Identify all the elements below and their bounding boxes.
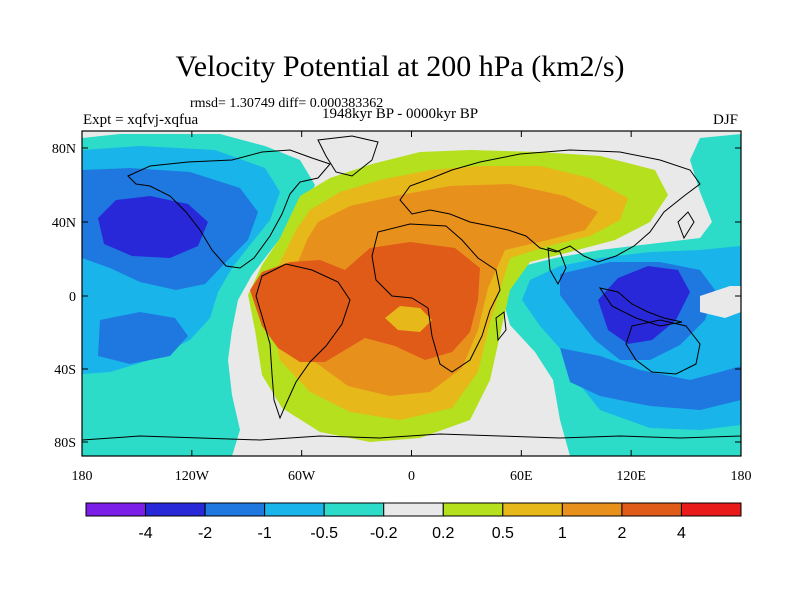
colorbar-label: 2 [617, 525, 626, 542]
period-text: 1948kyr BP - 0000kyr BP [322, 106, 479, 122]
lat-tick-label: 0 [69, 290, 76, 305]
lon-tick-label: 120E [616, 469, 646, 484]
contour-indian-south [560, 348, 741, 410]
colorbar-label: -4 [138, 525, 152, 542]
season-text: DJF [713, 112, 739, 128]
colorbar-swatch [502, 502, 563, 517]
coast-australia [625, 319, 701, 375]
map-title: Velocity Potential at 200 hPa (km2/s) [175, 50, 625, 83]
colorbar-swatch [264, 502, 325, 517]
coast-indonesia [598, 287, 683, 327]
colorbar-label: 1 [558, 525, 567, 542]
colorbar-swatch [621, 502, 682, 517]
stats-text: rmsd= 1.30749 diff= 0.000383362 [190, 96, 384, 111]
colorbar-label: -0.2 [370, 525, 398, 542]
colorbar-swatch [383, 502, 444, 517]
lat-tick-label: 80S [54, 436, 76, 451]
contour-positive-2 [250, 242, 480, 362]
coast-north-america [127, 149, 331, 269]
colorbar-label: 0.5 [492, 525, 514, 542]
lat-tick-label: 80N [52, 142, 76, 157]
lon-tick-label: 120W [175, 469, 210, 484]
colorbar-swatch [204, 502, 266, 517]
colorbar-label: -2 [198, 525, 212, 542]
lon-tick-label: 0 [408, 469, 415, 484]
contour-east-pacific-zero [700, 286, 741, 318]
contour-pacific-min [98, 196, 208, 258]
colorbar-swatch [680, 502, 742, 517]
lat-tick-label: 40S [54, 363, 76, 378]
colorbar-swatch [442, 502, 504, 517]
axis-ticks [81, 131, 742, 456]
lon-tick-label: 60W [288, 469, 316, 484]
coast-africa [371, 223, 501, 373]
colorbar-label: 4 [677, 525, 686, 542]
lon-tick-label: 180 [72, 469, 93, 484]
coast-japan [677, 211, 695, 240]
coast-eurasia [399, 149, 701, 263]
colorbar-swatch [323, 502, 385, 517]
colorbar-swatch [145, 502, 206, 517]
coast-antarctica [82, 433, 741, 441]
colorbar: -4 -2 -1 -0.5 -0.2 0.2 0.5 1 2 4 [85, 502, 742, 542]
coast-india [547, 247, 567, 286]
contour-south-pacific [98, 312, 188, 364]
colorbar-swatch [561, 502, 623, 517]
contour-field [82, 131, 741, 456]
experiment-text: Expt = xqfvj-xqfua [83, 112, 199, 128]
axis-tick-labels: 180 120W 60W 0 60E 120E 180 80N 40N 0 40S 80S [52, 142, 752, 484]
lon-tick-label: 60E [510, 469, 533, 484]
coastlines [82, 135, 741, 441]
contour-positive-hole [385, 306, 432, 332]
colorbar-label: -1 [258, 525, 272, 542]
coast-greenland [317, 135, 379, 177]
lon-tick-label: 180 [731, 469, 752, 484]
coast-south-america [255, 263, 351, 420]
colorbar-swatch [85, 502, 147, 517]
colorbar-label: -0.5 [310, 525, 338, 542]
coast-madagascar [495, 311, 507, 342]
colorbar-label: 0.2 [432, 525, 454, 542]
lat-tick-label: 40N [52, 216, 76, 231]
